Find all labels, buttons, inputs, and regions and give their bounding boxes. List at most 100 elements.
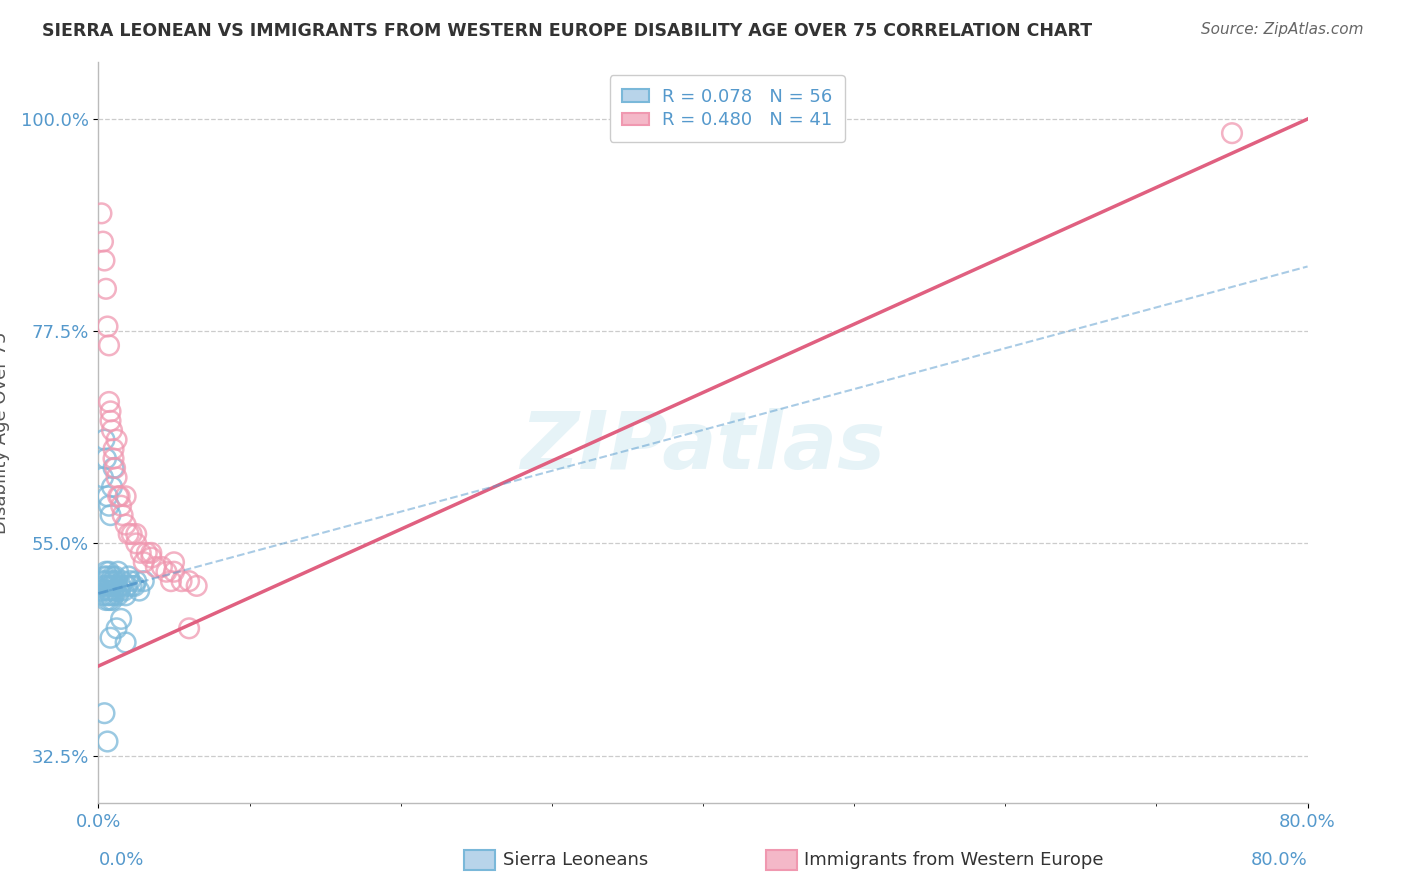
Point [103,451,125,466]
Point [100,583,122,598]
Point [105,433,128,447]
Point [114,588,136,602]
Point [141,550,163,565]
Point [98,499,121,513]
Point [93,706,115,721]
Point [93,579,115,593]
Point [1220,126,1243,140]
Point [104,461,127,475]
Point [125,527,148,541]
Point [100,414,122,428]
Text: SIERRA LEONEAN VS IMMIGRANTS FROM WESTERN EUROPE DISABILITY AGE OVER 75 CORRELAT: SIERRA LEONEAN VS IMMIGRANTS FROM WESTER… [42,22,1092,40]
Point [118,527,141,541]
Point [103,442,125,457]
Point [112,583,135,598]
Point [96,734,118,748]
Point [105,574,128,589]
Point [96,489,118,503]
Point [96,569,118,583]
Point [111,508,134,523]
Point [101,593,124,607]
Point [101,579,124,593]
Point [145,560,167,574]
Point [100,404,122,418]
Point [103,583,125,598]
Point [121,527,143,541]
Point [100,588,122,602]
Point [98,395,121,409]
Text: 0.0%: 0.0% [98,851,143,869]
Point [103,588,125,602]
Point [100,508,122,523]
Point [105,621,128,635]
Point [124,579,146,593]
Point [163,555,186,569]
Point [101,569,124,583]
Point [150,560,173,574]
Point [111,574,134,589]
Point [98,565,121,579]
Point [170,574,193,589]
Point [104,579,127,593]
Point [107,489,129,503]
Point [132,555,155,569]
Point [103,574,125,589]
Point [91,235,114,249]
Point [93,253,115,268]
Point [179,621,201,635]
Text: Source: ZipAtlas.com: Source: ZipAtlas.com [1201,22,1364,37]
Text: 80.0%: 80.0% [1251,851,1308,869]
Point [96,319,118,334]
Point [125,574,148,589]
Point [160,574,183,589]
Point [101,423,124,437]
Point [128,583,150,598]
Y-axis label: Disability Age Over 75: Disability Age Over 75 [0,331,10,534]
Point [100,631,122,645]
Point [110,612,132,626]
Point [107,565,129,579]
Point [121,579,143,593]
Point [100,574,122,589]
Point [93,433,115,447]
Point [129,546,152,560]
Point [98,338,121,352]
Point [94,565,117,579]
Point [101,480,124,494]
Point [118,569,141,583]
Point [91,588,114,602]
Point [114,635,136,649]
Point [125,536,148,550]
Text: Immigrants from Western Europe: Immigrants from Western Europe [804,851,1104,869]
Point [108,583,131,598]
Point [90,206,112,220]
Point [98,579,121,593]
Point [91,470,114,484]
Point [94,593,117,607]
Point [90,583,112,598]
Point [141,546,163,560]
Point [103,461,125,475]
Point [96,583,118,598]
Point [93,569,115,583]
Point [179,574,201,589]
Text: ZIPatlas: ZIPatlas [520,409,886,486]
Point [110,579,132,593]
Point [115,579,138,593]
Point [94,451,117,466]
Point [96,588,118,602]
Point [114,489,136,503]
Legend: R = 0.078   N = 56, R = 0.480   N = 41: R = 0.078 N = 56, R = 0.480 N = 41 [610,75,845,142]
Point [110,499,132,513]
Point [114,517,136,532]
Point [105,583,128,598]
Point [163,565,186,579]
Point [104,569,127,583]
Point [94,282,117,296]
Point [94,574,117,589]
Point [186,579,208,593]
Point [98,593,121,607]
Point [108,489,131,503]
Point [132,574,155,589]
Point [105,470,128,484]
